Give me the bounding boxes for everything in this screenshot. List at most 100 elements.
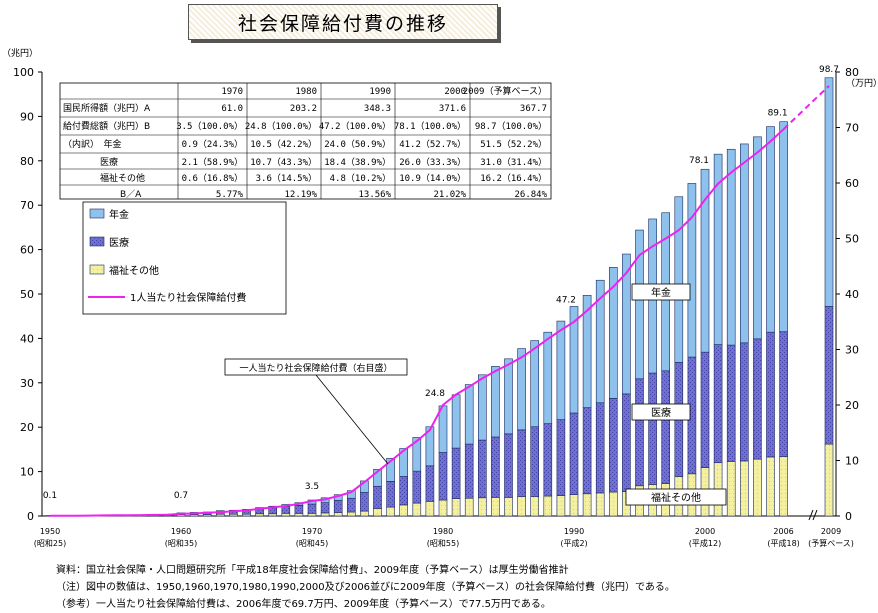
table-cell: 98.7（100.0%） xyxy=(475,121,547,132)
axis-break-mark xyxy=(808,509,818,521)
x-tick-label-year: 2006 xyxy=(773,527,793,536)
x-tick-label-year: 1950 xyxy=(40,527,60,536)
y-left-tick-label: 90 xyxy=(20,110,34,123)
bar-segment-medical xyxy=(333,500,343,513)
x-tick-label-era: (平成2) xyxy=(560,538,587,548)
table-cell: 5.77% xyxy=(216,190,244,200)
bar-segment-pension xyxy=(595,279,605,404)
table-cell: 78.1（100.0%） xyxy=(394,121,466,132)
table-row-label: 福祉その他 xyxy=(100,172,145,184)
table-cell: 348.3 xyxy=(364,104,391,114)
table-cell: 0.9（24.3%） xyxy=(182,139,243,150)
table-cell: 4.8（10.2%） xyxy=(330,173,391,184)
table-row-label: 給付費総額（兆円）B xyxy=(63,120,150,132)
bar-segment-medical xyxy=(556,419,566,496)
bar-segment-pension xyxy=(726,148,736,346)
table-cell: 203.2 xyxy=(290,104,317,114)
bar-segment-pension xyxy=(517,348,526,431)
bar-segment-medical xyxy=(464,443,474,499)
table-cell: 26.84% xyxy=(514,190,547,200)
bar-segment-medical xyxy=(622,393,631,492)
inside-label-pension-box xyxy=(631,283,691,301)
bar-segment-welfare xyxy=(360,510,369,517)
table-cell: 18.4（38.9%） xyxy=(324,157,391,168)
bar-segment-medical xyxy=(477,439,487,499)
x-tick-label-era: (平成12) xyxy=(689,538,721,548)
inside-label-pension: 年金 xyxy=(651,286,671,299)
bar-segment-pension xyxy=(399,448,409,477)
bar-segment-welfare xyxy=(438,499,448,517)
table-cell: 24.8（100.0%） xyxy=(245,121,317,132)
legend-frame xyxy=(82,201,287,315)
bar-segment-welfare xyxy=(451,498,461,517)
bar-total-label: 24.8 xyxy=(425,389,445,399)
bar-segment-welfare xyxy=(386,506,395,517)
bar-total-label: 89.1 xyxy=(768,109,788,119)
x-tick-label-year: 2000 xyxy=(695,527,715,536)
table-cell: 31.0（31.4%） xyxy=(480,157,547,168)
table-cell: 367.7 xyxy=(520,104,547,114)
table-cell: 26.0（33.3%） xyxy=(399,157,466,168)
table-header-cell: 1980 xyxy=(295,87,317,97)
legend-swatch-pension xyxy=(89,208,105,219)
bar-segment-pension xyxy=(779,121,788,333)
note-values: （注）図中の数値は、1950,1960,1970,1980,1990,2000及… xyxy=(56,582,675,593)
bar-segment-pension xyxy=(412,437,422,472)
bar-segment-medical xyxy=(491,436,500,498)
bar-segment-medical xyxy=(648,372,657,485)
y-right-tick-label: 70 xyxy=(845,122,859,135)
inside-label-medical-box xyxy=(631,403,691,421)
bar-segment-pension xyxy=(766,126,775,333)
bar-segment-medical xyxy=(386,481,395,508)
legend-label-per-capita: 1人当たり社会保障給付費 xyxy=(130,291,246,304)
data-labels: 0.1 0.73.524.847.278.189.198.7年金医療福祉その他一人… xyxy=(43,65,839,506)
bar-segment-welfare xyxy=(491,497,500,517)
y-left-tick-label: 10 xyxy=(20,466,34,479)
x-tick-label-year: 1990 xyxy=(564,527,584,536)
bar-segment-medical xyxy=(569,412,579,495)
y-right-tick-label: 10 xyxy=(845,455,859,468)
bar-segment-welfare xyxy=(517,496,526,517)
y-left-tick-label: 50 xyxy=(20,288,34,301)
bar-segment-welfare xyxy=(543,495,553,517)
x-tick-label-era: (平成18) xyxy=(767,538,799,548)
bar-segment-pension xyxy=(373,469,382,487)
bar-segment-medical xyxy=(281,506,291,514)
bar-segment-welfare xyxy=(320,512,330,517)
bar-segment-welfare xyxy=(582,493,592,517)
bar-segment-medical xyxy=(779,331,788,457)
bar-segment-pension xyxy=(713,153,723,345)
bar-segment-pension xyxy=(622,253,631,395)
bar-segment-pension xyxy=(556,320,566,420)
bar-segment-medical xyxy=(320,502,330,514)
axes: 0 10 20 30 40 50 60 70 80 90 100 （兆円） 0 10 20 30 40 50 60 7… xyxy=(2,48,878,548)
bar-segment-welfare xyxy=(399,504,409,517)
bar-segment-welfare xyxy=(595,492,605,517)
bar-segment-pension xyxy=(477,374,487,441)
table-cell: 51.5（52.2%） xyxy=(480,139,547,150)
bar-segment-welfare xyxy=(373,508,382,517)
x-tick-label-era: (昭和35) xyxy=(165,539,197,548)
y-right-tick-label: 80 xyxy=(845,66,859,79)
bar-segment-welfare xyxy=(779,456,788,517)
bar-segment-medical xyxy=(635,378,644,487)
bar-segment-medical xyxy=(399,476,409,506)
bar-segment-medical xyxy=(739,342,749,462)
bar-segment-medical xyxy=(530,426,540,497)
table-header-cell: 1970 xyxy=(221,87,243,97)
bar-segment-pension xyxy=(739,143,749,344)
bar-segment-medical xyxy=(766,331,775,458)
y-left-tick-label: 80 xyxy=(20,155,34,168)
x-tick-label-era: (予算ベース) xyxy=(808,538,854,548)
y-left-tick-label: 40 xyxy=(20,332,34,345)
table-cell: 3.5（100.0%） xyxy=(176,121,243,132)
bar-segment-pension xyxy=(425,426,435,467)
per-capita-line-solid xyxy=(49,128,785,517)
table-cell: 10.7（43.3%） xyxy=(250,157,317,168)
bar-segment-welfare xyxy=(307,513,317,517)
x-tick-label-year: 1960 xyxy=(171,527,191,536)
bar-segment-medical xyxy=(824,306,834,445)
per-capita-line xyxy=(49,85,830,517)
bar-segment-welfare xyxy=(569,494,579,517)
bar-segment-pension xyxy=(451,394,461,449)
